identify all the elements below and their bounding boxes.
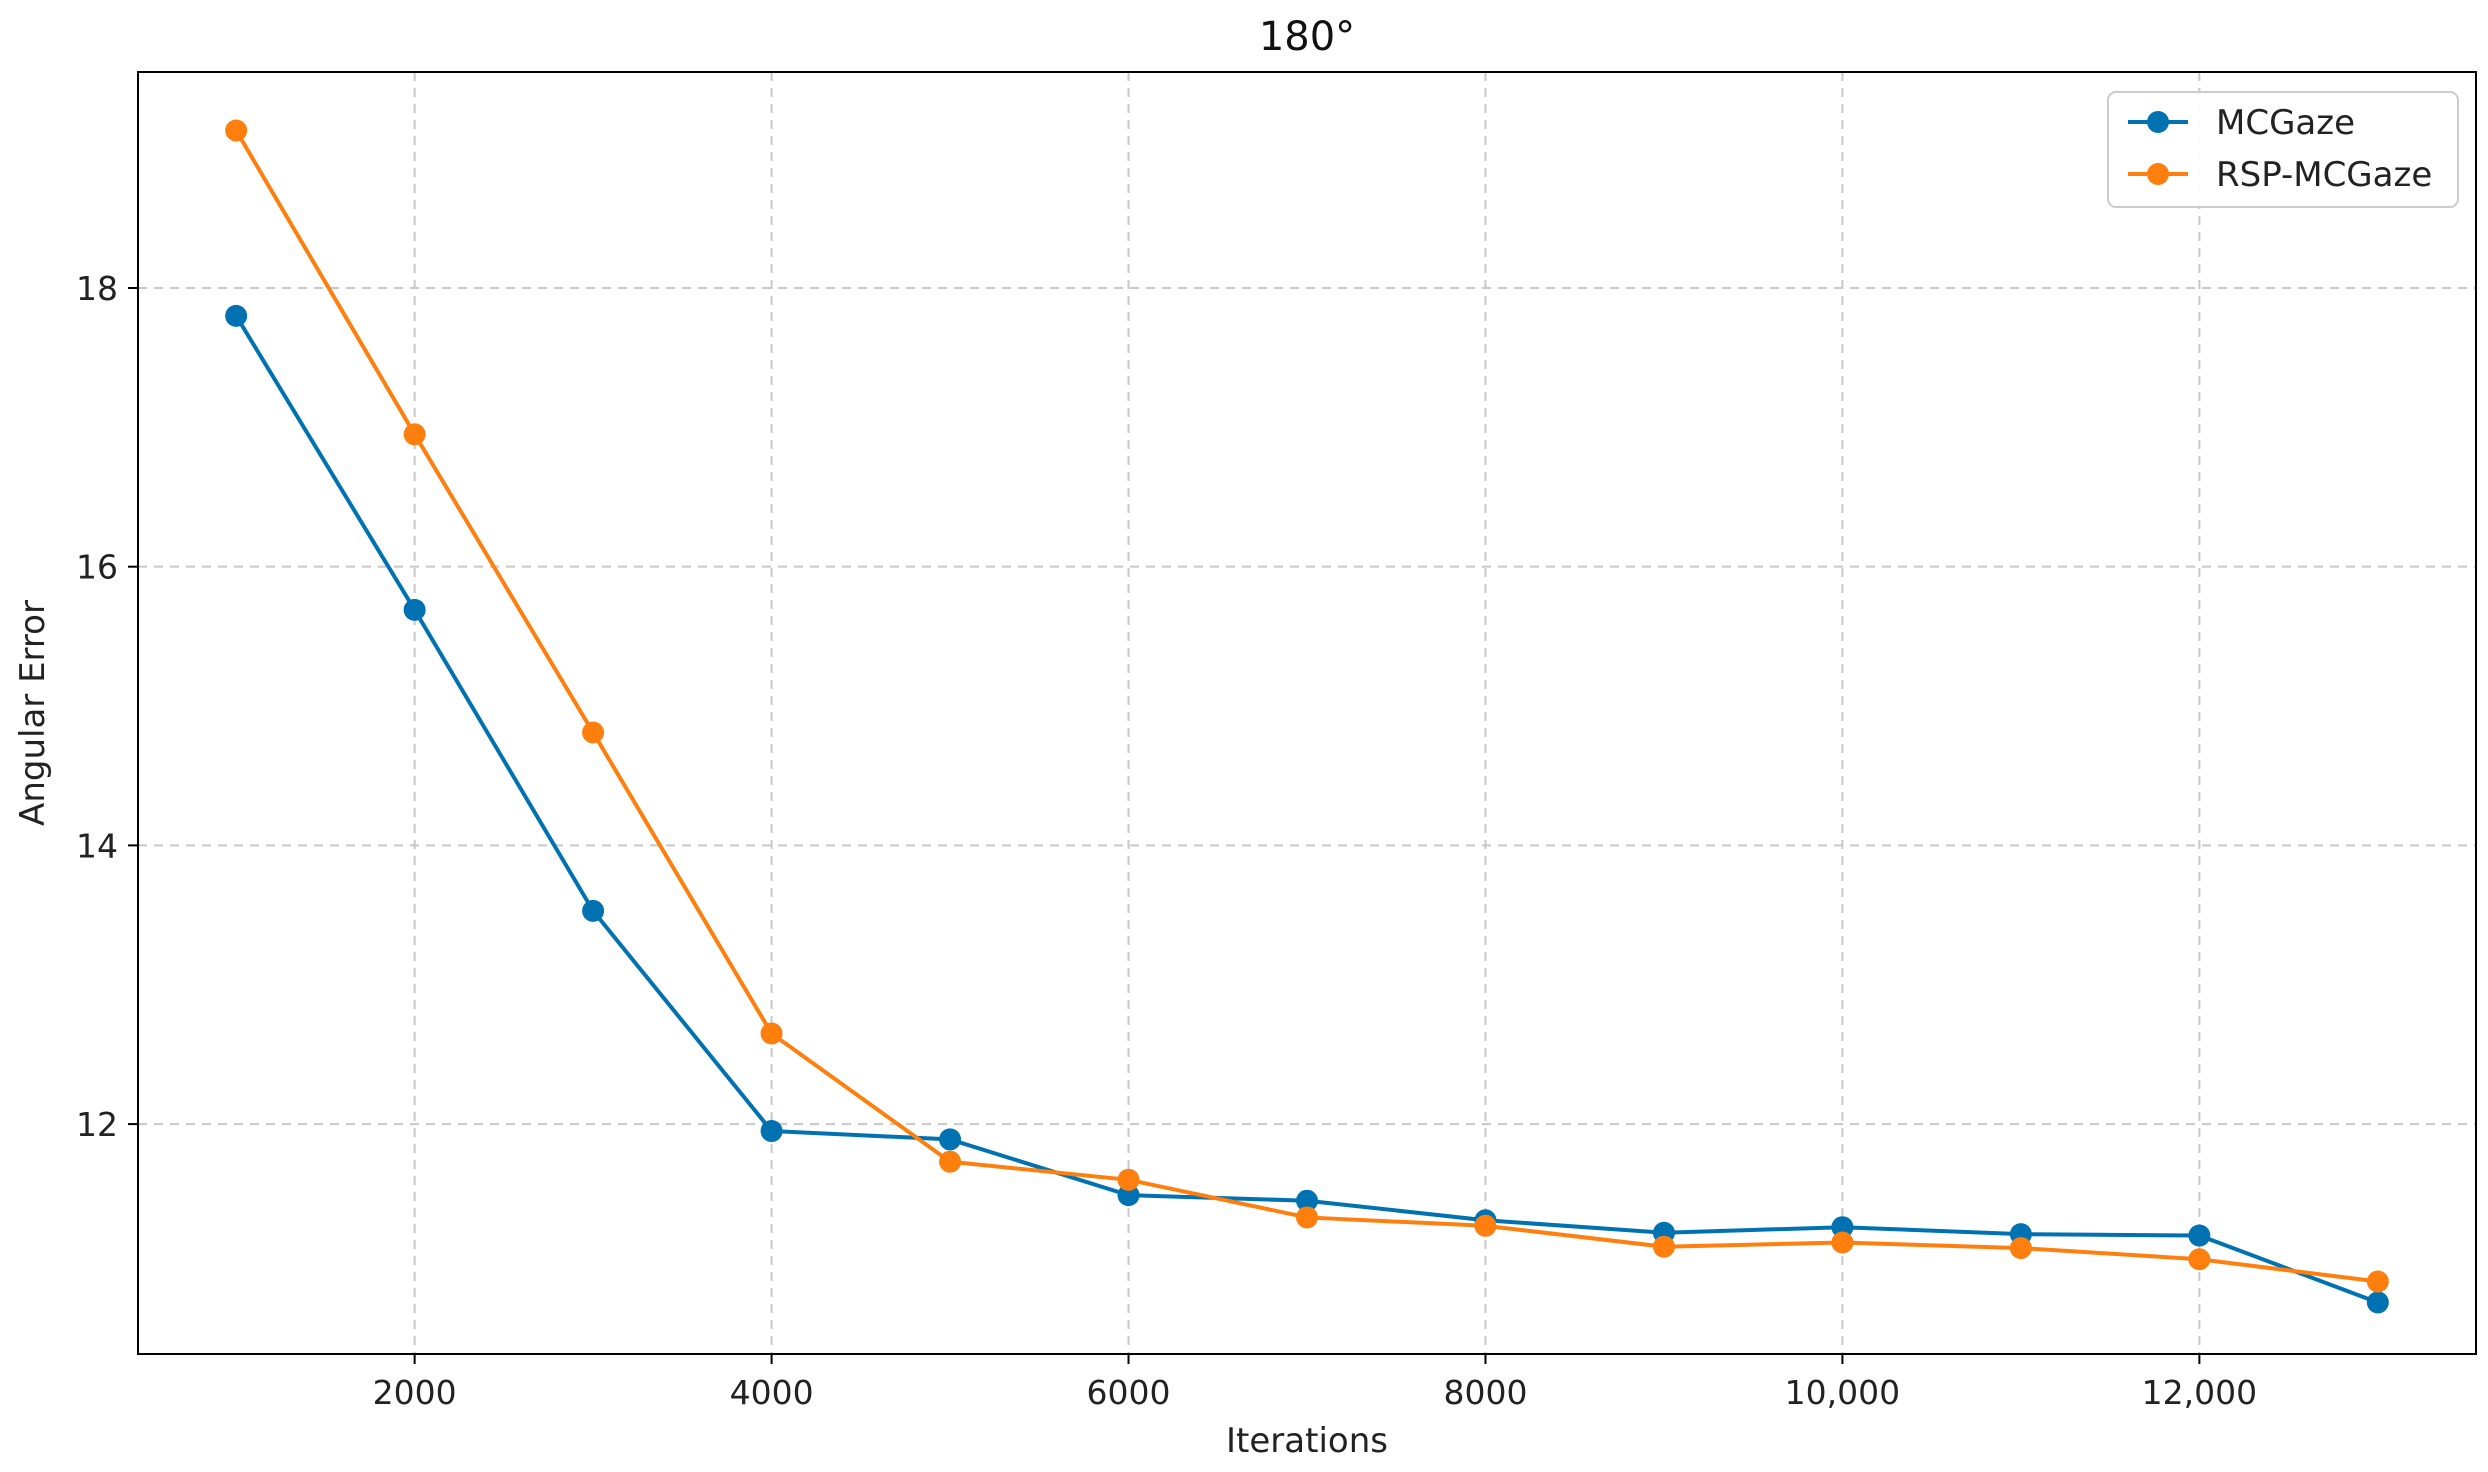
x-tick-label: 8000 — [1443, 1373, 1527, 1412]
data-point-mcgaze — [1117, 1184, 1140, 1207]
legend-marker — [2147, 163, 2169, 185]
y-axis-label: Angular Error — [13, 600, 53, 826]
legend-label: RSP-MCGaze — [2216, 155, 2432, 195]
x-axis-label: Iterations — [1226, 1421, 1388, 1461]
legend: MCGaze RSP-MCGaze — [2107, 91, 2459, 208]
data-point-rsp-mcgaze — [1474, 1214, 1497, 1237]
legend-item-rsp-mcgaze: RSP-MCGaze — [2128, 155, 2432, 195]
data-point-mcgaze — [939, 1128, 962, 1151]
data-point-rsp-mcgaze — [2009, 1237, 2032, 1260]
data-point-mcgaze — [582, 899, 605, 922]
data-point-mcgaze — [2366, 1291, 2389, 1314]
y-tick-label: 14 — [76, 826, 118, 865]
data-point-mcgaze — [2188, 1224, 2211, 1247]
data-point-rsp-mcgaze — [403, 423, 426, 446]
data-point-mcgaze — [760, 1120, 783, 1143]
series-mcgaze — [225, 304, 2389, 1314]
data-point-rsp-mcgaze — [582, 721, 605, 744]
data-point-rsp-mcgaze — [760, 1022, 783, 1045]
x-tick-label: 4000 — [730, 1373, 814, 1412]
series-rsp-mcgaze — [225, 119, 2389, 1293]
data-point-rsp-mcgaze — [1831, 1231, 1854, 1254]
data-point-rsp-mcgaze — [225, 119, 248, 142]
data-point-mcgaze — [1296, 1189, 1318, 1212]
x-tick-label: 12,000 — [2142, 1373, 2257, 1412]
chart-title: 180° — [1259, 14, 1355, 60]
series-layer — [225, 119, 2389, 1314]
legend-box — [2107, 91, 2459, 208]
x-tick-label: 2000 — [373, 1373, 457, 1412]
legend-marker — [2147, 111, 2169, 133]
y-tick-label: 16 — [76, 548, 118, 587]
data-point-rsp-mcgaze — [2188, 1248, 2211, 1271]
x-tick-label: 10,000 — [1785, 1373, 1900, 1412]
data-point-mcgaze — [403, 598, 426, 621]
data-point-rsp-mcgaze — [1296, 1206, 1318, 1229]
data-point-mcgaze — [225, 304, 248, 327]
data-point-mcgaze — [1831, 1216, 1854, 1239]
x-tick-label: 6000 — [1087, 1373, 1171, 1412]
y-tick-label: 18 — [76, 269, 118, 308]
legend-label: MCGaze — [2216, 103, 2355, 143]
data-point-rsp-mcgaze — [2366, 1270, 2389, 1293]
legend-item-mcgaze: MCGaze — [2128, 103, 2355, 143]
plot-frame — [137, 71, 2477, 1355]
data-point-rsp-mcgaze — [1117, 1168, 1140, 1191]
data-point-rsp-mcgaze — [939, 1150, 962, 1173]
grid — [138, 72, 2476, 1354]
ticks: 2000 4000 6000 8000 10,000 12,000 12 14 16 18 — [76, 269, 2257, 1412]
y-tick-label: 12 — [76, 1105, 118, 1144]
data-point-rsp-mcgaze — [1652, 1235, 1675, 1258]
